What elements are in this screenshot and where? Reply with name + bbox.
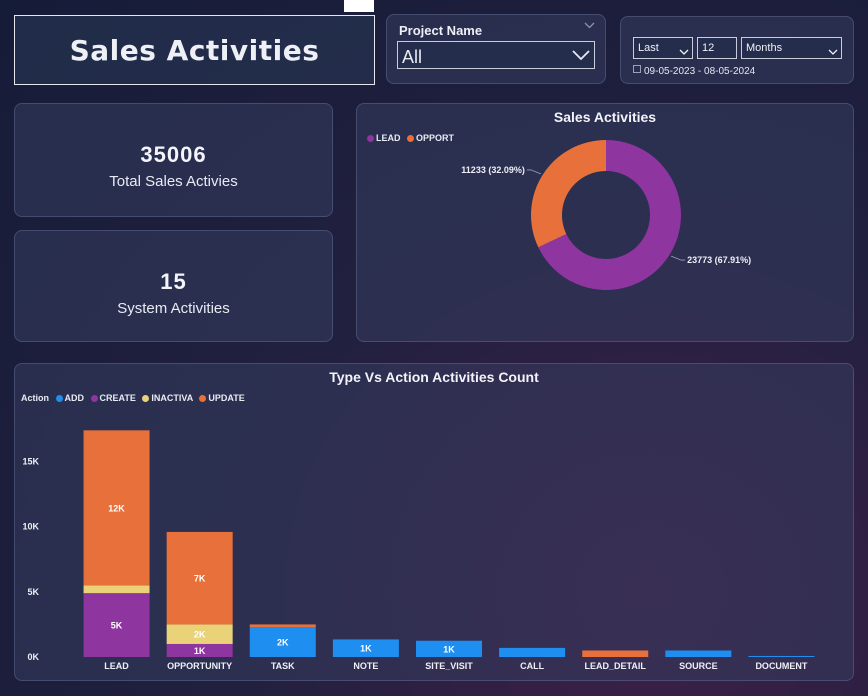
legend-dot-create	[90, 394, 98, 402]
bar-opportunity-update[interactable]	[166, 531, 233, 625]
bar-opportunity-inactiva[interactable]	[166, 624, 233, 644]
legend-item-inactiva[interactable]: INACTIVA	[138, 393, 193, 403]
x-tick-label: LEAD_DETAIL	[585, 661, 647, 671]
page-title: Sales Activities	[69, 34, 320, 67]
x-tick-label: CALL	[520, 661, 544, 671]
bar-chart-title: Type Vs Action Activities Count	[329, 369, 539, 385]
date-range-text: 09-05-2023 - 08-05-2024	[633, 65, 755, 77]
legend-dot-update	[199, 394, 207, 402]
legend-item-lead[interactable]: LEAD	[363, 133, 401, 143]
period-unit-value: Months	[746, 42, 783, 54]
system-activities-label: System Activities	[117, 300, 230, 317]
bar-data-label: 2K	[194, 630, 206, 640]
corner-tab	[344, 0, 374, 12]
legend-label-opport: OPPORT	[416, 133, 455, 143]
collapse-icon[interactable]	[584, 20, 595, 32]
legend-label-update: UPDATE	[208, 393, 245, 403]
donut-chart: 23773 (67.91%) 11233 (32.09%)	[461, 140, 751, 290]
donut-leader-line	[526, 169, 542, 175]
project-dropdown[interactable]: All	[397, 41, 595, 69]
bar-site_visit-add[interactable]	[416, 640, 482, 657]
donut-legend: LEAD OPPORT	[363, 133, 454, 143]
project-filter-label: Project Name	[399, 23, 483, 38]
bar-document-add[interactable]	[748, 655, 815, 657]
date-range-value: 09-05-2023 - 08-05-2024	[644, 66, 756, 77]
legend-title: Action	[21, 393, 49, 403]
bar-lead_detail-update[interactable]	[582, 650, 649, 657]
donut-slice-lead[interactable]	[538, 140, 681, 290]
bar-data-label: 1K	[360, 644, 372, 654]
x-tick-label: DOCUMENT	[755, 661, 807, 671]
period-count-input[interactable]: 12	[697, 37, 737, 59]
x-tick-label: SITE_VISIT	[425, 661, 473, 671]
sales-activities-donut-panel: Sales Activities LEAD OPPORT 23773 (67.9…	[356, 103, 854, 342]
legend-item-add[interactable]: ADD	[52, 393, 85, 403]
legend-label-add: ADD	[64, 393, 85, 403]
bar-legend: Action ADD CREATE INACTIVA UPDATE	[21, 393, 245, 403]
x-tick-label: TASK	[271, 661, 295, 671]
type-action-bar-panel: Type Vs Action Activities Count Action A…	[14, 363, 854, 681]
legend-label-create: CREATE	[99, 393, 136, 403]
total-activities-value: 35006	[140, 142, 207, 167]
bar-chart: 0K 5K 10K 15K 5K 12K LEAD 1K 2K 7K OPPORTUNITY 2K TA…	[22, 430, 815, 671]
bar-note-add[interactable]	[332, 639, 399, 657]
bar-task-add[interactable]	[249, 627, 316, 657]
bar-data-label: 5K	[111, 621, 123, 631]
donut-leader-line	[670, 255, 686, 261]
relative-period-dropdown[interactable]: Last	[633, 37, 693, 59]
x-tick-label: LEAD	[104, 661, 129, 671]
x-tick-label: NOTE	[353, 661, 378, 671]
y-tick-label: 10K	[22, 522, 39, 532]
legend-dot-inactiva	[142, 394, 150, 402]
bar-data-label: 1K	[194, 646, 206, 656]
relative-period-value: Last	[638, 42, 659, 54]
chevron-down-icon	[679, 43, 689, 61]
donut-slice-opport[interactable]	[531, 140, 606, 248]
donut-data-label: 23773 (67.91%)	[687, 255, 751, 265]
legend-label-inactiva: INACTIVA	[151, 393, 193, 403]
legend-dot-lead	[367, 134, 374, 142]
bar-data-label: 2K	[277, 638, 289, 648]
y-tick-label: 15K	[22, 457, 39, 467]
y-tick-label: 5K	[27, 587, 39, 597]
date-filter-panel: Last 12 Months 09-05-2023 - 08-05-2024	[620, 16, 854, 84]
title-box: Sales Activities	[14, 15, 375, 85]
bar-task-update[interactable]	[249, 624, 316, 628]
x-tick-label: OPPORTUNITY	[167, 661, 232, 671]
chevron-down-icon	[570, 44, 592, 71]
bar-opportunity-create[interactable]	[166, 643, 233, 657]
donut-data-label: 11233 (32.09%)	[461, 165, 525, 175]
total-activities-label: Total Sales Activies	[109, 173, 238, 190]
period-unit-dropdown[interactable]: Months	[741, 37, 842, 59]
legend-item-opport[interactable]: OPPORT	[403, 133, 454, 143]
legend-item-create[interactable]: CREATE	[87, 393, 136, 403]
legend-dot-add	[55, 394, 63, 402]
legend-label-lead: LEAD	[376, 133, 401, 143]
calendar-icon	[633, 65, 641, 73]
project-filter-panel: Project Name All	[386, 14, 606, 84]
legend-dot-opport	[407, 134, 415, 142]
bar-source-add[interactable]	[665, 650, 732, 657]
bar-call-add[interactable]	[499, 647, 566, 657]
system-activities-card: 15 System Activities	[14, 230, 333, 342]
bar-data-label: 1K	[443, 644, 455, 654]
legend-item-update[interactable]: UPDATE	[195, 393, 245, 403]
project-dropdown-value: All	[402, 47, 423, 67]
chevron-down-icon	[828, 43, 838, 61]
period-count-value: 12	[702, 42, 715, 54]
donut-chart-title: Sales Activities	[553, 109, 657, 125]
total-activities-card: 35006 Total Sales Activies	[14, 103, 333, 217]
bar-data-label: 12K	[108, 503, 125, 513]
bar-lead-update[interactable]	[83, 430, 150, 586]
y-tick-label: 0K	[27, 652, 39, 662]
bar-data-label: 7K	[194, 574, 206, 584]
bar-lead-inactiva[interactable]	[83, 585, 150, 594]
bar-lead-create[interactable]	[83, 593, 150, 657]
system-activities-value: 15	[160, 269, 187, 294]
x-tick-label: SOURCE	[679, 661, 718, 671]
